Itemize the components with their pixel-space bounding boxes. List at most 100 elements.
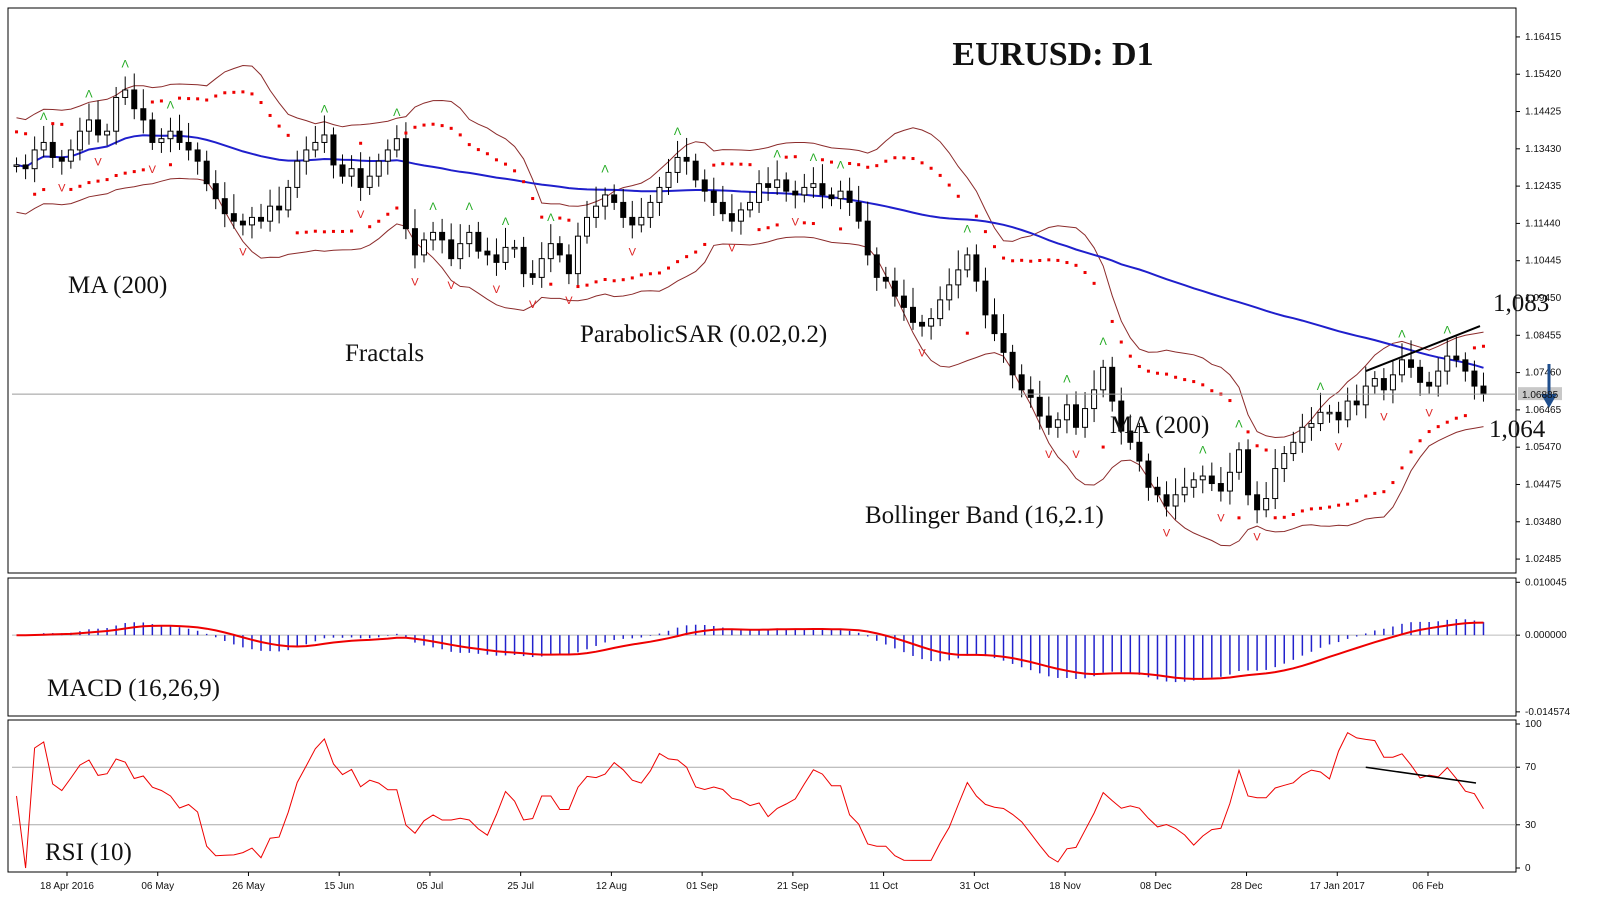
sar-dot (87, 181, 91, 185)
fractal-up-icon: Λ (429, 201, 437, 213)
candle-body (131, 89, 138, 110)
candle-body (765, 183, 772, 188)
candle-body (58, 156, 65, 162)
candle-body (529, 273, 536, 278)
candle-body (819, 183, 826, 196)
candle-body (1036, 396, 1043, 417)
ma200-label: MA (200) (68, 272, 167, 299)
price-tick-label: 1.15420 (1525, 69, 1562, 80)
sar-dot (159, 99, 163, 103)
fractal-down-icon: V (1045, 449, 1053, 461)
fractal-down-icon: V (149, 164, 157, 176)
sar-dot (277, 124, 281, 128)
candle-body (484, 250, 491, 256)
candle-body (321, 134, 328, 143)
sar-dot (1309, 507, 1313, 511)
fractal-down-icon: V (357, 209, 365, 221)
sar-dot (1083, 271, 1087, 275)
current-price-label: 1.06885 (1522, 390, 1559, 401)
sar-dot (250, 92, 254, 96)
candle-body (891, 280, 898, 297)
fractal-down-icon: V (1163, 528, 1171, 540)
candle-body (547, 243, 554, 260)
candle-body (439, 231, 446, 241)
candle-body (421, 239, 428, 256)
fractal-up-icon: Λ (122, 58, 130, 70)
candle-body (801, 186, 808, 196)
candle-body (1290, 441, 1297, 455)
sar-dot (368, 225, 372, 229)
sar-dot (965, 331, 969, 335)
x-tick-label: 18 Nov (1049, 881, 1081, 892)
sar-dot (24, 132, 28, 136)
sar-dot (703, 242, 707, 246)
macd-signal-line (16, 621, 1484, 680)
fractal-up-icon: Λ (1063, 373, 1071, 385)
sar-dot (178, 96, 182, 100)
sar-dot (1228, 399, 1232, 403)
candle-body (212, 183, 219, 200)
candle-body (556, 243, 563, 256)
sar-dot (857, 163, 861, 167)
sar-dot (549, 282, 553, 286)
sar-dot (1355, 499, 1359, 503)
sar-dot (1110, 319, 1114, 323)
sar-dot (105, 178, 109, 182)
x-tick-label: 12 Aug (596, 881, 627, 892)
candle-body (1263, 498, 1270, 511)
sar-dot (1255, 444, 1259, 448)
x-tick-label: 26 May (232, 881, 265, 892)
fractals-label: Fractals (345, 340, 424, 367)
sar-dot (1364, 494, 1368, 498)
candle-body (430, 231, 437, 241)
candle-body (448, 239, 455, 260)
sar-dot (513, 169, 517, 173)
price-tick-label: 1.02485 (1525, 554, 1562, 565)
fractal-down-icon: V (239, 246, 247, 258)
sar-dot (214, 94, 218, 98)
fractal-down-icon: V (728, 243, 736, 255)
candle-body (701, 179, 708, 192)
candle-body (511, 246, 518, 250)
fractal-up-icon: Λ (1398, 328, 1406, 340)
sar-dot (123, 171, 127, 175)
sar-dot (558, 216, 562, 220)
sar-dot (712, 163, 716, 167)
candle-body (1408, 359, 1415, 368)
candle-body (76, 130, 83, 151)
candle-body (49, 141, 56, 158)
candle-body (1444, 355, 1451, 372)
candle-body (85, 119, 92, 132)
price-tick-label: 1.07460 (1525, 368, 1562, 379)
candle-body (248, 216, 255, 226)
candle-body (792, 190, 799, 196)
rsi-panel (7, 719, 1517, 873)
candle-body (647, 201, 654, 218)
candle-body (1398, 359, 1405, 376)
candle-body (1335, 411, 1342, 421)
sar-dot (458, 133, 462, 137)
sar-dot (1445, 420, 1449, 424)
candle-body (692, 160, 699, 181)
x-tick-label: 31 Oct (960, 881, 990, 892)
candle-body (1072, 404, 1079, 428)
sar-dot (1391, 481, 1395, 485)
sar-dot (1346, 502, 1350, 506)
candle-body (67, 149, 74, 162)
fractal-up-icon: Λ (674, 126, 682, 138)
sar-dot (322, 230, 326, 234)
sar-dot (839, 227, 843, 231)
price-tick-label: 1.09450 (1525, 293, 1562, 304)
ma200-line (16, 134, 1484, 369)
candle-body (375, 160, 382, 177)
sar-dot (33, 192, 37, 196)
candle-body (1281, 453, 1288, 470)
candle-body (900, 295, 907, 308)
sar-dot (431, 122, 435, 126)
sar-dot (739, 162, 743, 166)
sar-dot (1038, 258, 1042, 262)
candle-body (973, 254, 980, 282)
x-tick-label: 06 May (141, 881, 174, 892)
sar-dot (657, 271, 661, 275)
